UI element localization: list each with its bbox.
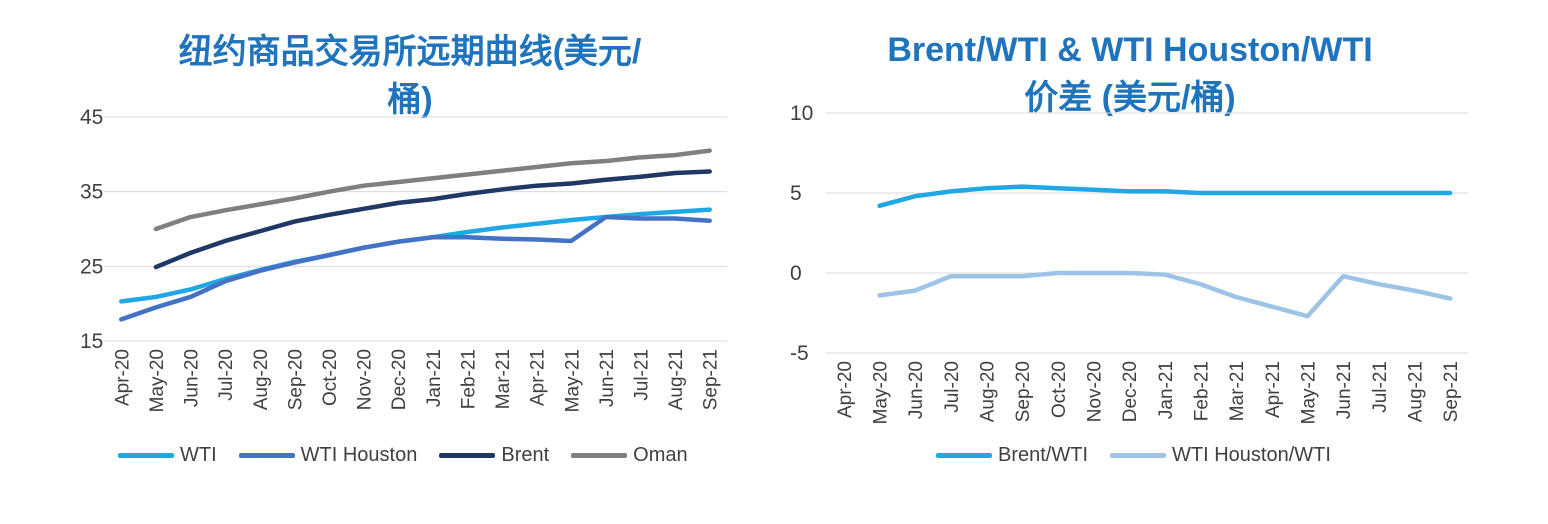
chart-plot-spreads: 10 5 0 -5 Apr-20 May-20 Jun-20 Jul-20 Aug-20 Sep-… — [790, 102, 1468, 424]
y-tick-label: 5 — [790, 182, 802, 205]
y-tick-label: 45 — [80, 106, 103, 129]
x-tick-label: Sep-20 — [285, 349, 306, 410]
y-tick-label: 10 — [790, 102, 813, 125]
legend-swatch — [238, 453, 295, 458]
legend-item: Oman — [571, 444, 688, 467]
y-tick-label: -5 — [790, 342, 809, 365]
chart-title-line-2: 桶) — [387, 81, 433, 119]
x-tick-label: Dec-20 — [1120, 361, 1141, 422]
series-line-wti-houston — [119, 214, 712, 322]
x-tick-label: Aug-20 — [251, 349, 272, 410]
chart-legend: WTI WTI Houston Brent Oman — [118, 444, 710, 467]
legend-swatch — [936, 453, 992, 458]
x-tick-label: Sep-21 — [701, 349, 722, 410]
y-tick-label: 15 — [80, 330, 103, 353]
x-tick-label: May-21 — [562, 349, 583, 412]
x-tick-label: Apr-20 — [835, 361, 856, 418]
x-tick-label: May-20 — [147, 349, 168, 412]
x-tick-label: Jul-21 — [1370, 361, 1391, 413]
x-tick-label: Jun-20 — [182, 349, 203, 407]
chart-title: Brent/WTI & WTI Houston/WTI 价差 (美元/桶) — [850, 26, 1410, 122]
x-tick-label: Apr-20 — [112, 349, 133, 406]
x-tick-label: Jan-21 — [424, 349, 445, 407]
legend-swatch — [118, 453, 174, 458]
x-tick-label: Mar-21 — [493, 349, 514, 409]
series-line-brent-wti — [877, 184, 1453, 209]
x-tick-label: May-21 — [1299, 361, 1320, 424]
x-tick-label: Mar-21 — [1227, 361, 1248, 421]
chart-title-line-1: Brent/WTI & WTI Houston/WTI — [887, 31, 1373, 69]
x-tick-label: Jun-21 — [1334, 361, 1355, 419]
legend-item: WTI Houston — [238, 444, 418, 467]
chart-panel-spreads: Brent/WTI & WTI Houston/WTI 价差 (美元/桶) 10… — [760, 0, 1548, 524]
x-tick-label: Dec-20 — [389, 349, 410, 410]
legend-swatch — [571, 453, 628, 458]
legend-label: WTI — [180, 444, 217, 466]
chart-title-line-2: 价差 (美元/桶) — [1024, 79, 1236, 117]
x-tick-label: Feb-21 — [458, 349, 479, 409]
legend-item: WTI Houston/WTI — [1110, 444, 1331, 467]
x-tick-label: Jul-21 — [631, 349, 652, 401]
x-tick-label: Apr-21 — [1263, 361, 1284, 418]
x-tick-label: Feb-21 — [1192, 361, 1213, 421]
x-tick-label: Oct-20 — [320, 349, 341, 406]
legend-label: WTI Houston/WTI — [1172, 444, 1331, 466]
legend-label: Brent — [501, 444, 550, 466]
legend-label: WTI Houston — [300, 444, 418, 466]
chart-plot-forward-curve: 45 35 25 15 Apr-20 May-20 Jun-20 Jul-20 Aug-20 Se… — [80, 106, 727, 412]
y-tick-label: 25 — [80, 255, 103, 278]
x-tick-label: Aug-21 — [1406, 361, 1427, 422]
legend-label: Oman — [633, 444, 688, 466]
legend-swatch — [1110, 453, 1167, 458]
legend-item: WTI — [118, 444, 217, 467]
chart-legend: Brent/WTI WTI Houston/WTI — [936, 444, 1353, 467]
legend-label: Brent/WTI — [998, 444, 1089, 466]
x-tick-label: Aug-21 — [666, 349, 687, 410]
series-line-brent — [153, 169, 712, 270]
x-tick-label: Nov-20 — [1085, 361, 1106, 422]
x-tick-label: May-20 — [871, 361, 892, 424]
series-line-wti-houston-wti — [877, 270, 1453, 319]
legend-item: Brent/WTI — [936, 444, 1088, 467]
x-tick-label: Apr-21 — [528, 349, 549, 406]
chart-panel-nymex-forward-curve: 纽约商品交易所远期曲线(美元/ 桶) 45 35 25 15 Apr-20 May-20 J… — [0, 0, 760, 524]
chart-title-line-1: 纽约商品交易所远期曲线(美元/ — [178, 33, 642, 71]
y-tick-label: 35 — [80, 181, 103, 204]
x-tick-label: Sep-21 — [1441, 361, 1462, 422]
y-tick-label: 0 — [790, 262, 802, 285]
x-tick-label: Oct-20 — [1049, 361, 1070, 418]
x-tick-label: Aug-20 — [978, 361, 999, 422]
x-tick-label: Jul-20 — [942, 361, 963, 413]
x-tick-label: Sep-20 — [1013, 361, 1034, 422]
x-tick-label: Jul-20 — [216, 349, 237, 401]
legend-swatch — [439, 453, 496, 458]
x-tick-label: Jan-21 — [1156, 361, 1177, 419]
series-line-oman — [153, 148, 712, 232]
x-tick-label: Jun-21 — [597, 349, 618, 407]
x-tick-label: Jun-20 — [906, 361, 927, 419]
legend-item: Brent — [439, 444, 549, 467]
x-tick-label: Nov-20 — [355, 349, 376, 410]
chart-title: 纽约商品交易所远期曲线(美元/ 桶) — [90, 28, 730, 124]
